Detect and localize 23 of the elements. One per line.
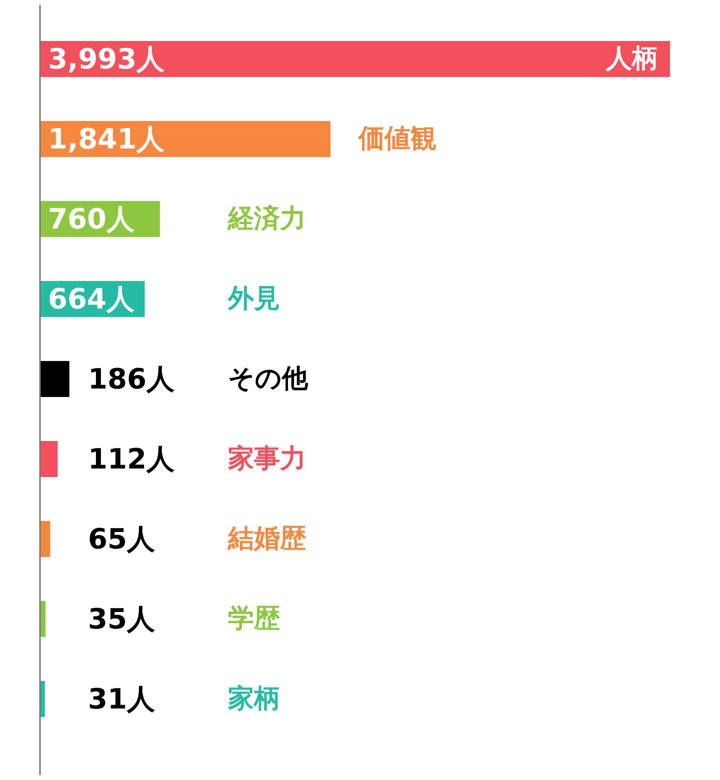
y-tick-label: 価値観 [357,124,436,154]
y-tick-label: 経済力 [227,204,306,234]
y-tick-label: 結婚歴 [227,524,306,554]
data-label: 760人 [48,202,136,236]
y-tick-label: 外見 [227,284,280,314]
data-label: 112人 [88,442,176,476]
data-label: 31人 [88,682,156,716]
data-label: 65人 [88,522,156,556]
y-tick-label: 人柄 [605,44,658,74]
data-label: 35人 [88,602,156,636]
y-tick-label: 家事力 [227,444,306,474]
data-label: 664人 [48,282,136,316]
bar [40,41,670,77]
bar [40,521,50,557]
bar [40,361,70,397]
data-label: 186人 [88,362,176,396]
y-tick-label: 学歴 [228,604,280,634]
y-tick-label: 家柄 [227,684,280,714]
bar [40,121,330,157]
bar [40,441,58,477]
data-label: 3,993人 [48,42,166,76]
y-tick-label: その他 [228,364,309,394]
data-label: 1,841人 [48,122,166,156]
